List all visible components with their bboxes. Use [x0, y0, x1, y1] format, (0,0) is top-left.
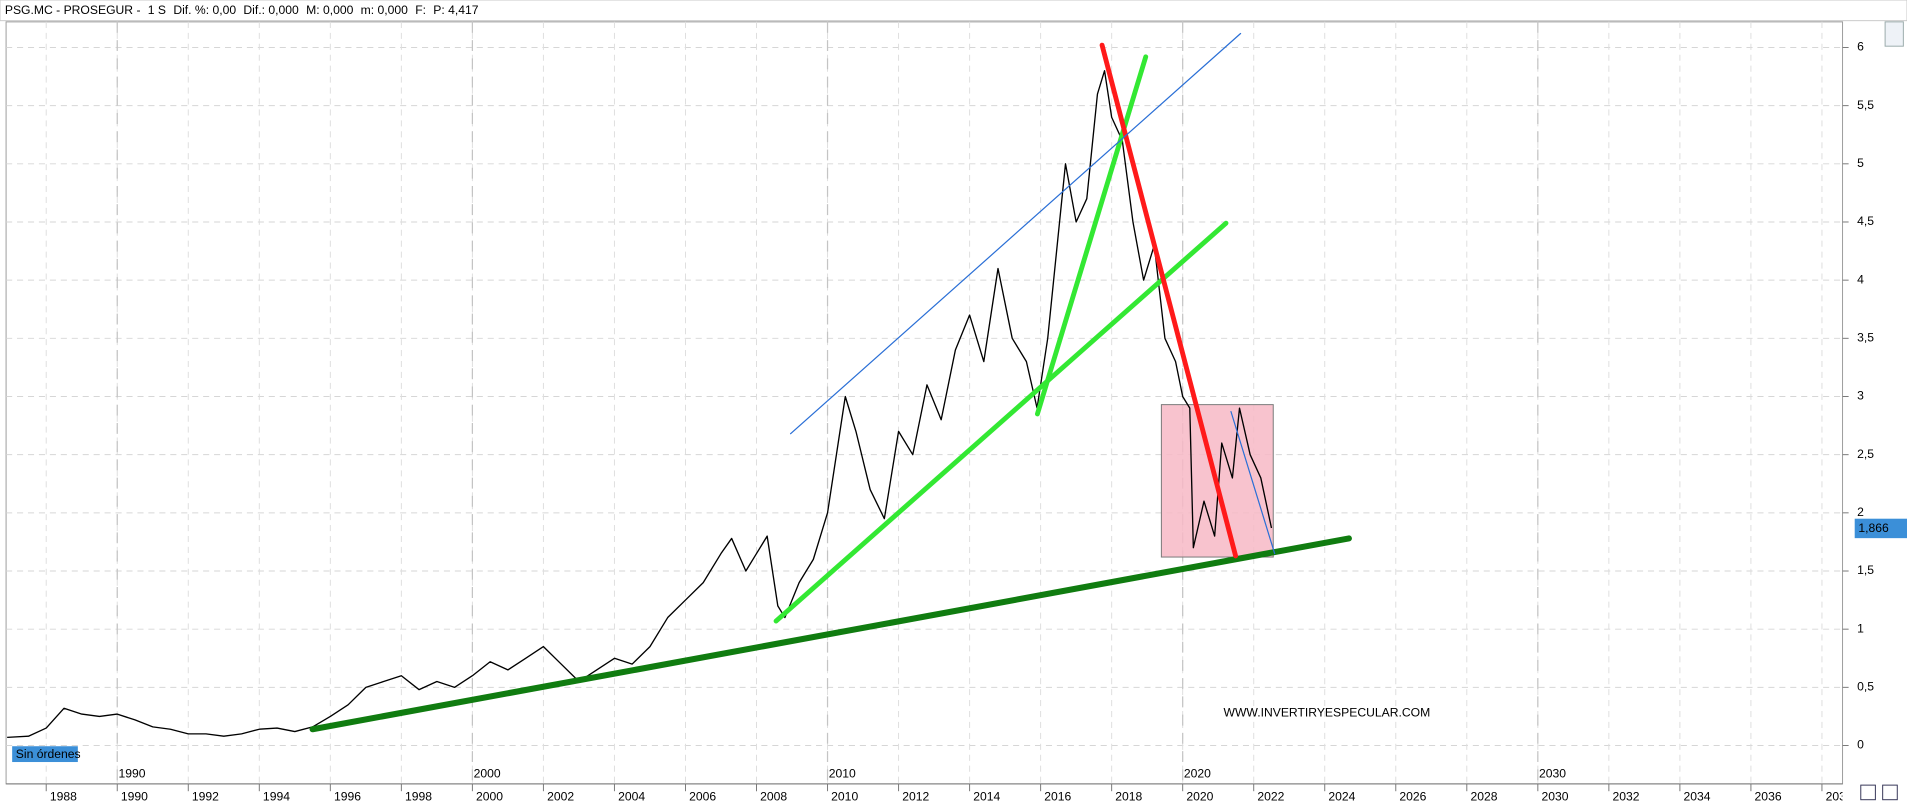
x-tick-label: 2008: [760, 789, 787, 803]
y-tick-label: 1: [1857, 621, 1864, 635]
x-tick-label: 2030: [1541, 789, 1568, 803]
y-tick-label: 4,5: [1857, 214, 1874, 228]
x-tick-label: 2014: [973, 789, 1000, 803]
header-text: M: 0,000: [306, 3, 354, 17]
decade-label: 2000: [474, 766, 501, 780]
trendline: [1034, 54, 1149, 417]
x-tick-label: 2034: [1684, 789, 1711, 803]
x-tick-label: 2020: [1186, 789, 1213, 803]
x-tick-label: 2026: [1399, 789, 1426, 803]
trendline: [789, 32, 1242, 435]
y-tick-label: 5: [1857, 156, 1864, 170]
price-line: [7, 70, 1273, 739]
x-tick-label: 2002: [547, 789, 574, 803]
last-price-box: [1854, 518, 1907, 539]
x-tick-label: 2010: [831, 789, 858, 803]
last-price-label: 1,866: [1858, 521, 1889, 535]
header-text: m: 0,000: [361, 3, 409, 17]
header-text: Dif.: 0,000: [243, 3, 299, 17]
x-tick-label: 1988: [50, 789, 77, 803]
x-tick-label: 1990: [121, 789, 148, 803]
trendline: [309, 535, 1352, 733]
watermark: WWW.INVERTIRYESPECULAR.COM: [1223, 706, 1430, 720]
x-tick-label: 2004: [618, 789, 645, 803]
x-tick-label: 2024: [1328, 789, 1355, 803]
x-tick-label: 2018: [1115, 789, 1142, 803]
x-tick-label: 2032: [1613, 789, 1640, 803]
trendline: [773, 220, 1229, 624]
y-tick-label: 3: [1857, 389, 1864, 403]
grid: [6, 21, 1849, 792]
x-tick-label: 2006: [689, 789, 716, 803]
orders-box: [12, 746, 78, 763]
header-bar: [0, 0, 1907, 22]
x-tick-label: 2000: [476, 789, 503, 803]
y-tick-label: 0: [1857, 738, 1864, 752]
x-tick-label: 2036: [1755, 789, 1782, 803]
y-tick-label: 6: [1857, 40, 1864, 54]
y-tick-label: 2: [1857, 505, 1864, 519]
header-text: F:: [415, 3, 426, 17]
decade-label: 2030: [1539, 766, 1566, 780]
plot-marks: [7, 32, 1352, 739]
x-tick-label: 2022: [1257, 789, 1284, 803]
x-tick-label: 1998: [405, 789, 432, 803]
header-text: 1 S: [148, 3, 166, 17]
x-tick-label: 2012: [902, 789, 929, 803]
header-text: Dif. %: 0,00: [173, 3, 236, 17]
y-tick-label: 5,5: [1857, 98, 1874, 112]
y-tick-label: 3,5: [1857, 331, 1874, 345]
decade-label: 2020: [1184, 766, 1211, 780]
y-tick-label: 4: [1857, 272, 1864, 286]
trendline: [1099, 42, 1239, 559]
x-tick-label: 2028: [1470, 789, 1497, 803]
x-tick-label: 2016: [1044, 789, 1071, 803]
x-tick-label: 1994: [263, 789, 290, 803]
corner-icon[interactable]: [1884, 21, 1904, 47]
header-text: PSG.MC - PROSEGUR -: [5, 3, 141, 17]
y-tick-label: 1,5: [1857, 563, 1874, 577]
y-tick-label: 2,5: [1857, 447, 1874, 461]
orders-label: Sin órdenes: [16, 747, 81, 761]
x-tick-labels: 1988 1990 1992 1994 1996 1998 2000 2002 2004 2006…: [50, 789, 1853, 803]
y-tick-label: 0,5: [1857, 680, 1874, 694]
trendline: [1230, 411, 1276, 555]
save-icon[interactable]: [1860, 784, 1876, 801]
x-tick-label: 2038: [1826, 789, 1853, 803]
decade-label: 1990: [118, 766, 145, 780]
decade-label: 2010: [829, 766, 856, 780]
menu-icon[interactable]: [1882, 784, 1898, 801]
x-tick-label: 1996: [334, 789, 361, 803]
x-tick-label: 1992: [192, 789, 219, 803]
labels: PSG.MC - PROSEGUR - 1 S Dif. %: 0,00 Dif.:…: [5, 3, 1907, 780]
header-text: P: 4,417: [433, 3, 478, 17]
